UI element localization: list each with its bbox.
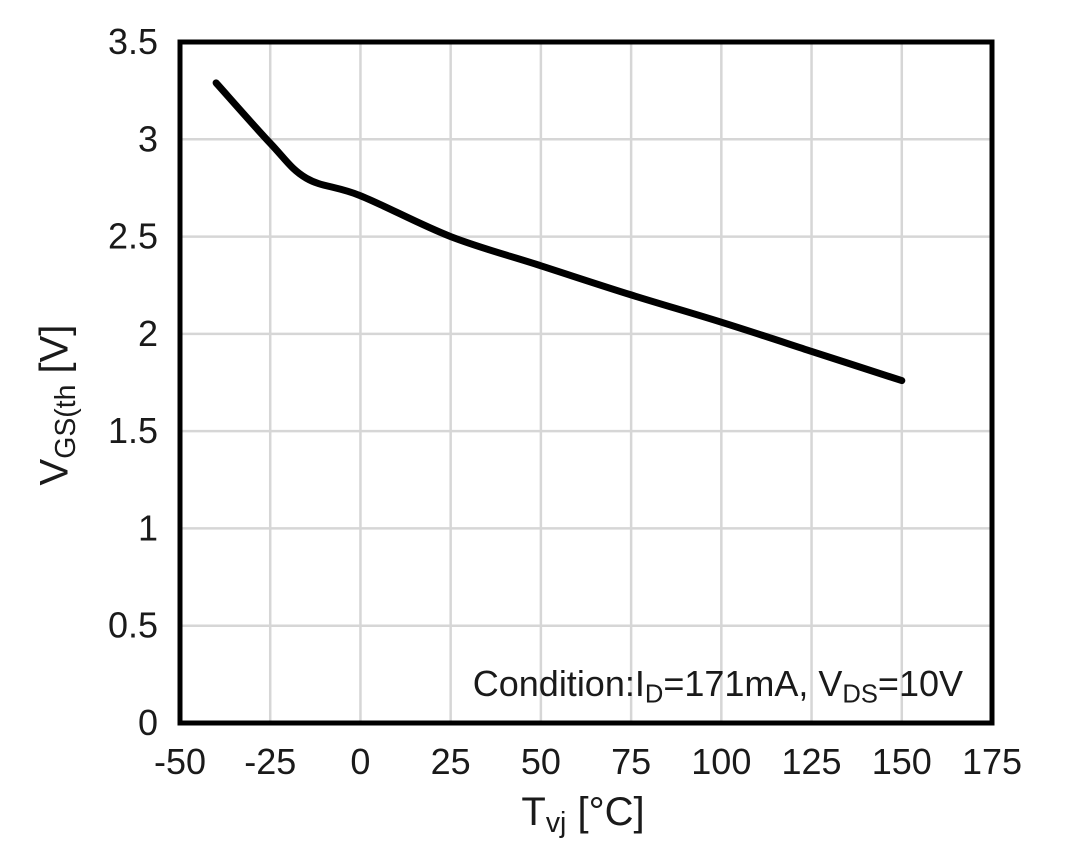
condition-text-2: =171mA, V [663, 663, 843, 704]
y-axis-title-subscript: GS(th [49, 384, 82, 459]
condition-text-1: Condition:I [472, 663, 645, 704]
x-tick-label: 50 [521, 741, 561, 782]
condition-subscript-ds: DS [842, 680, 878, 709]
y-axis-title-symbol: V [32, 458, 77, 486]
x-axis-title: Tvj [°C] [521, 789, 644, 840]
x-tick-label: 150 [872, 741, 932, 782]
vgsth-curve [212, 79, 906, 385]
y-tick-label: 1 [138, 507, 158, 548]
y-tick-label: 1.5 [108, 410, 158, 451]
y-tick-label: 3.5 [108, 21, 158, 62]
y-tick-label: 2 [138, 313, 158, 354]
x-axis-title-unit: [°C] [566, 790, 645, 834]
condition-text-3: =10V [877, 663, 963, 704]
y-tick-label: 3 [138, 118, 158, 159]
x-axis-title-subscript: vj [545, 807, 567, 840]
condition-subscript-d: D [644, 680, 664, 709]
y-tick-label: 0 [138, 702, 158, 743]
plot-frame [177, 39, 995, 726]
y-axis-title-unit: [V] [32, 324, 77, 385]
x-tick-label: -25 [244, 741, 296, 782]
x-tick-label: 175 [962, 741, 1022, 782]
x-tick-label: 125 [782, 741, 842, 782]
y-tick-label: 0.5 [108, 605, 158, 646]
x-tick-label: 75 [611, 741, 651, 782]
x-tick-label: 0 [350, 741, 370, 782]
x-tick-label: 100 [691, 741, 751, 782]
condition-annotation: Condition:ID=171mA, VDS=10V [473, 663, 963, 709]
y-axis-title: VGS(th [V] [32, 325, 83, 486]
x-axis-title-symbol: T [521, 790, 546, 834]
x-tick-label: -50 [154, 741, 206, 782]
x-tick-label: 25 [431, 741, 471, 782]
y-tick-label: 2.5 [108, 216, 158, 257]
